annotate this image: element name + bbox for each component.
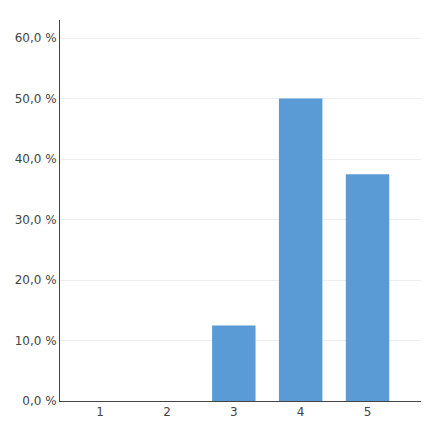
svg-text:10,0 %: 10,0 % (15, 334, 57, 348)
svg-text:30,0 %: 30,0 % (15, 213, 57, 227)
svg-text:1: 1 (96, 405, 104, 419)
svg-text:0,0 %: 0,0 % (22, 394, 56, 408)
svg-text:4: 4 (297, 405, 305, 419)
svg-text:40,0 %: 40,0 % (15, 152, 57, 166)
svg-text:20,0 %: 20,0 % (15, 273, 57, 287)
svg-text:2: 2 (163, 405, 171, 419)
svg-text:5: 5 (364, 405, 372, 419)
svg-text:3: 3 (230, 405, 238, 419)
svg-text:60,0 %: 60,0 % (15, 31, 57, 45)
svg-text:50,0 %: 50,0 % (15, 92, 57, 106)
